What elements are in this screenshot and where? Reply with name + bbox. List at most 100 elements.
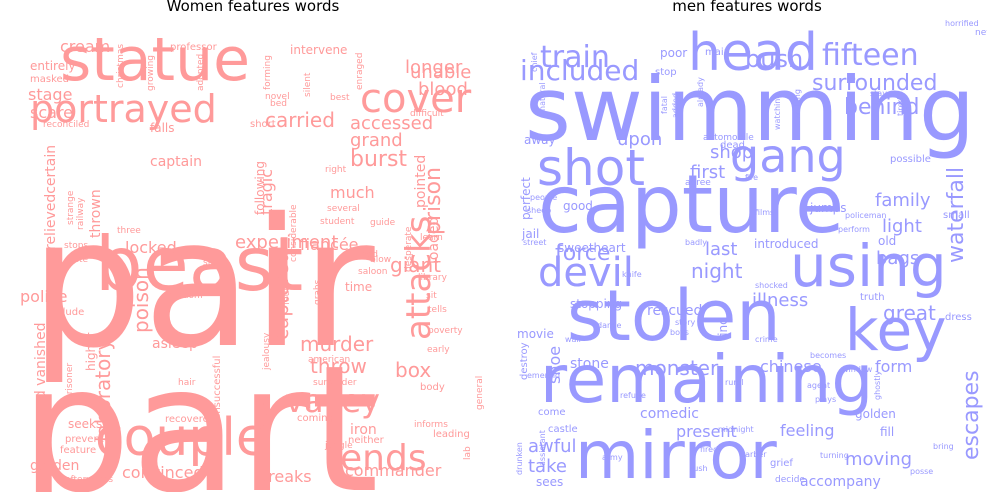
men-word-moving: moving [845, 449, 912, 470]
women-word-american: american [308, 355, 350, 365]
men-word-golden: golden [855, 407, 896, 421]
men-word-gang: gang [730, 129, 846, 183]
women-word-saloon: saloon [358, 267, 387, 277]
men-word-night: night [691, 259, 743, 283]
men-word-army: army [602, 453, 623, 462]
men-word-street: street [523, 238, 546, 247]
women-word-leading: leading [433, 429, 470, 440]
women-word-hair: hair [178, 378, 196, 388]
men-word-find: find [716, 317, 730, 340]
women-word-scare: scare [30, 103, 73, 122]
men-word-using: using [790, 232, 947, 300]
women-cloud-frame [13, 12, 493, 492]
women-word-strange: strange [66, 190, 76, 225]
women-word-tragic: tragic [257, 169, 276, 215]
women-word-part: part [20, 329, 379, 500]
men-cloud-title: men features words [672, 0, 822, 15]
women-word-masked: masked [30, 74, 69, 85]
men-word-added: added [671, 93, 680, 118]
women-word-feed: feed [358, 250, 378, 260]
men-word-bring: bring [933, 442, 954, 451]
men-word-form: form [875, 357, 912, 376]
women-word-best: best [330, 93, 350, 103]
women-word-grand: grand [350, 130, 403, 151]
men-word-badly: badly [685, 238, 707, 247]
men-word-waterfall: waterfall [944, 167, 969, 263]
women-word-sit: sit [426, 291, 437, 301]
women-word-murder: murder [300, 332, 374, 356]
women-word-right: right [325, 165, 347, 175]
women-word-time: time [345, 280, 372, 294]
women-word-start: start [203, 258, 224, 268]
men-word-castle: castle [548, 424, 578, 435]
women-word-portrayed: portrayed [30, 87, 217, 131]
women-word-iron: iron [350, 422, 377, 438]
men-word-last: last [705, 239, 737, 260]
men-word-crime: crime [755, 335, 778, 344]
men-word-horrified: horrified [945, 19, 979, 28]
women-word-unsuccessful: unsuccessful [212, 356, 223, 420]
men-word-fill: fill [880, 425, 894, 439]
women-word-lab: lab [463, 446, 473, 460]
men-word-people: people [530, 193, 557, 202]
women-word-three: three [117, 226, 141, 236]
women-word-air: air [186, 247, 197, 256]
men-word-jail: jail [521, 227, 539, 241]
men-word-midnight: midnight [718, 425, 754, 434]
women-cloud-title: Women features words [166, 0, 340, 15]
men-word-monster: monster [635, 356, 719, 380]
women-word-statue: statue [60, 25, 250, 95]
men-word-head: head [688, 23, 818, 83]
women-word-neither: neither [348, 435, 385, 446]
men-word-take: take [528, 456, 567, 477]
women-word-growing: growing [146, 55, 156, 91]
men-word-boys: boys [670, 328, 689, 337]
men-word-mirror: mirror [575, 417, 778, 494]
women-word-short: short [250, 119, 276, 130]
women-word-breaks: breaks [258, 467, 312, 486]
men-word-policeman: policeman [845, 211, 887, 220]
women-word-asleep: asleep [152, 336, 198, 352]
men-word-first: first [690, 162, 725, 183]
men-word-fired: fired [700, 445, 718, 454]
women-word-early: early [427, 345, 450, 355]
men-word-agent: agent [807, 381, 830, 390]
women-word-prison: prison [421, 167, 446, 235]
women-word-considerable: considerable [289, 204, 299, 262]
women-word-entirely: entirely [30, 59, 76, 73]
men-word-grief: grief [770, 458, 793, 469]
women-word-prevent: prevent [65, 434, 104, 445]
men-word-awful: awful [528, 436, 577, 457]
women-word-christmas: christmas [116, 44, 126, 88]
women-word-captain: captain [150, 154, 202, 170]
men-word-stone: stone [570, 356, 609, 372]
men-word-poor: poor [660, 46, 687, 60]
women-word-tells: tells [428, 305, 447, 315]
men-word-perfect: perfect [519, 177, 533, 220]
men-word-story: story [675, 318, 695, 327]
women-word-several: several [327, 204, 360, 214]
men-word-turning: turning [820, 451, 849, 460]
men-word-tired: tired [896, 98, 905, 116]
men-word-family: family [875, 190, 931, 211]
women-word-learn: learn [420, 233, 443, 243]
men-word-watching: watching [773, 94, 782, 130]
men-word-chinese: chinese [760, 357, 822, 376]
men-cloud-frame [507, 12, 987, 492]
men-word-perform: perform [838, 225, 870, 234]
men-word-stolen: stolen [567, 275, 781, 357]
men-word-bush: bush [745, 45, 803, 73]
women-word-afterwards: afterwards [65, 475, 113, 485]
men-word-great: great [883, 301, 936, 325]
women-word-ends: ends [340, 438, 427, 479]
men-word-dead: dead [720, 140, 745, 151]
men-word-already: already [696, 77, 705, 107]
men-word-automobile: automobile [703, 133, 754, 143]
men-word-fatal: fatal [660, 96, 669, 114]
men-word-stop: stop [655, 67, 677, 78]
women-word-carried: carried [265, 108, 335, 132]
men-word-searching: searching [793, 89, 802, 128]
men-word-light: light [882, 216, 922, 237]
women-word-adopted: adopted [196, 54, 206, 91]
